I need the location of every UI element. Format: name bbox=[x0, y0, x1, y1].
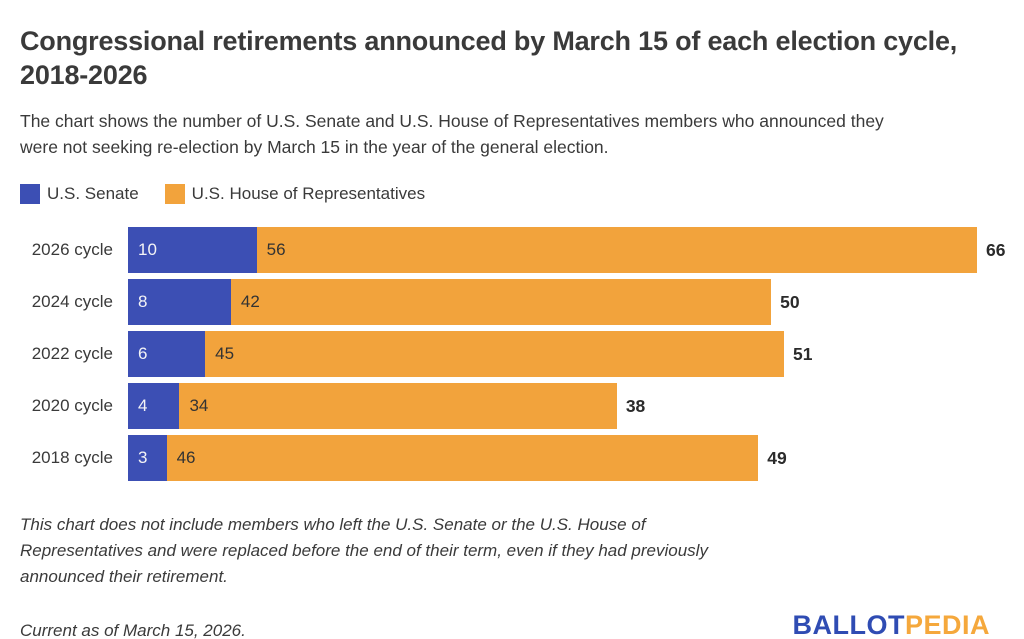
house-bar-segment: 56 bbox=[256, 227, 977, 273]
bar-track: 3 46 49 bbox=[128, 435, 787, 481]
chart-row: 2026 cycle 10 56 66 bbox=[20, 227, 1005, 273]
ballotpedia-logo: BALLOTPEDIA bbox=[792, 612, 990, 639]
house-value-label: 56 bbox=[266, 240, 286, 259]
house-value-label: 34 bbox=[189, 396, 209, 415]
chart-row: 2018 cycle 3 46 49 bbox=[20, 435, 1004, 481]
house-value-label: 42 bbox=[240, 292, 260, 311]
chart-row: 2022 cycle 6 45 51 bbox=[20, 331, 1004, 377]
logo-pedia-text: PEDIA bbox=[904, 610, 990, 639]
senate-bar-segment: 8 bbox=[128, 279, 231, 325]
chart-footer: Current as of March 15, 2026. BALLOTPEDI… bbox=[20, 612, 1004, 639]
current-as-of-text: Current as of March 15, 2026. bbox=[20, 621, 246, 639]
page-subtitle: The chart shows the number of U.S. Senat… bbox=[20, 111, 884, 157]
house-value-label: 46 bbox=[176, 448, 196, 467]
house-bar-segment: 45 bbox=[205, 331, 785, 377]
category-label: 2026 cycle bbox=[31, 240, 113, 259]
house-value-label: 45 bbox=[215, 344, 235, 363]
category-label: 2022 cycle bbox=[31, 344, 113, 363]
senate-value-label: 3 bbox=[138, 448, 148, 467]
senate-value-label: 6 bbox=[138, 344, 148, 363]
total-value-label: 50 bbox=[780, 291, 800, 312]
senate-value-label: 10 bbox=[138, 240, 157, 259]
footnote: This chart does not include members who … bbox=[20, 515, 708, 586]
house-bar-segment: 34 bbox=[179, 383, 617, 429]
bar-track: 6 45 51 bbox=[128, 331, 813, 377]
senate-value-label: 8 bbox=[138, 292, 148, 311]
senate-bar-segment: 4 bbox=[128, 383, 180, 429]
page-title: Congressional retirements announced by M… bbox=[20, 26, 958, 90]
house-bar-segment: 42 bbox=[230, 279, 772, 325]
legend-item-house: U.S. House of Representatives bbox=[164, 184, 426, 204]
bar-track: 10 56 66 bbox=[128, 227, 1005, 273]
senate-bar-segment: 10 bbox=[128, 227, 257, 273]
senate-legend-swatch-icon bbox=[20, 184, 40, 204]
chart-row: 2020 cycle 4 34 38 bbox=[20, 383, 1004, 429]
senate-value-label: 4 bbox=[138, 396, 148, 415]
category-label: 2018 cycle bbox=[31, 448, 113, 467]
bar-track: 8 42 50 bbox=[128, 279, 800, 325]
total-value-label: 49 bbox=[767, 447, 787, 468]
logo-ballot-text: BALLOT bbox=[792, 610, 905, 639]
category-label: 2024 cycle bbox=[31, 292, 113, 311]
bar-track: 4 34 38 bbox=[128, 383, 645, 429]
total-value-label: 51 bbox=[793, 343, 813, 364]
category-label: 2020 cycle bbox=[31, 396, 113, 415]
house-bar-segment: 46 bbox=[166, 435, 759, 481]
senate-bar-segment: 3 bbox=[128, 435, 167, 481]
total-value-label: 66 bbox=[985, 239, 1006, 260]
senate-bar-segment: 6 bbox=[128, 331, 206, 377]
stacked-bar-chart: 2026 cycle 10 56 66 2024 cycle 8 42 50 2022 cycl… bbox=[20, 227, 1005, 481]
legend: U.S. Senate U.S. House of Representative… bbox=[20, 184, 1004, 204]
house-legend-swatch-icon bbox=[164, 184, 185, 204]
total-value-label: 38 bbox=[625, 395, 646, 416]
legend-item-senate: U.S. Senate bbox=[20, 184, 139, 204]
legend-label-house: U.S. House of Representatives bbox=[191, 184, 426, 203]
legend-label-senate: U.S. Senate bbox=[47, 184, 139, 203]
chart-row: 2024 cycle 8 42 50 bbox=[20, 279, 1004, 325]
